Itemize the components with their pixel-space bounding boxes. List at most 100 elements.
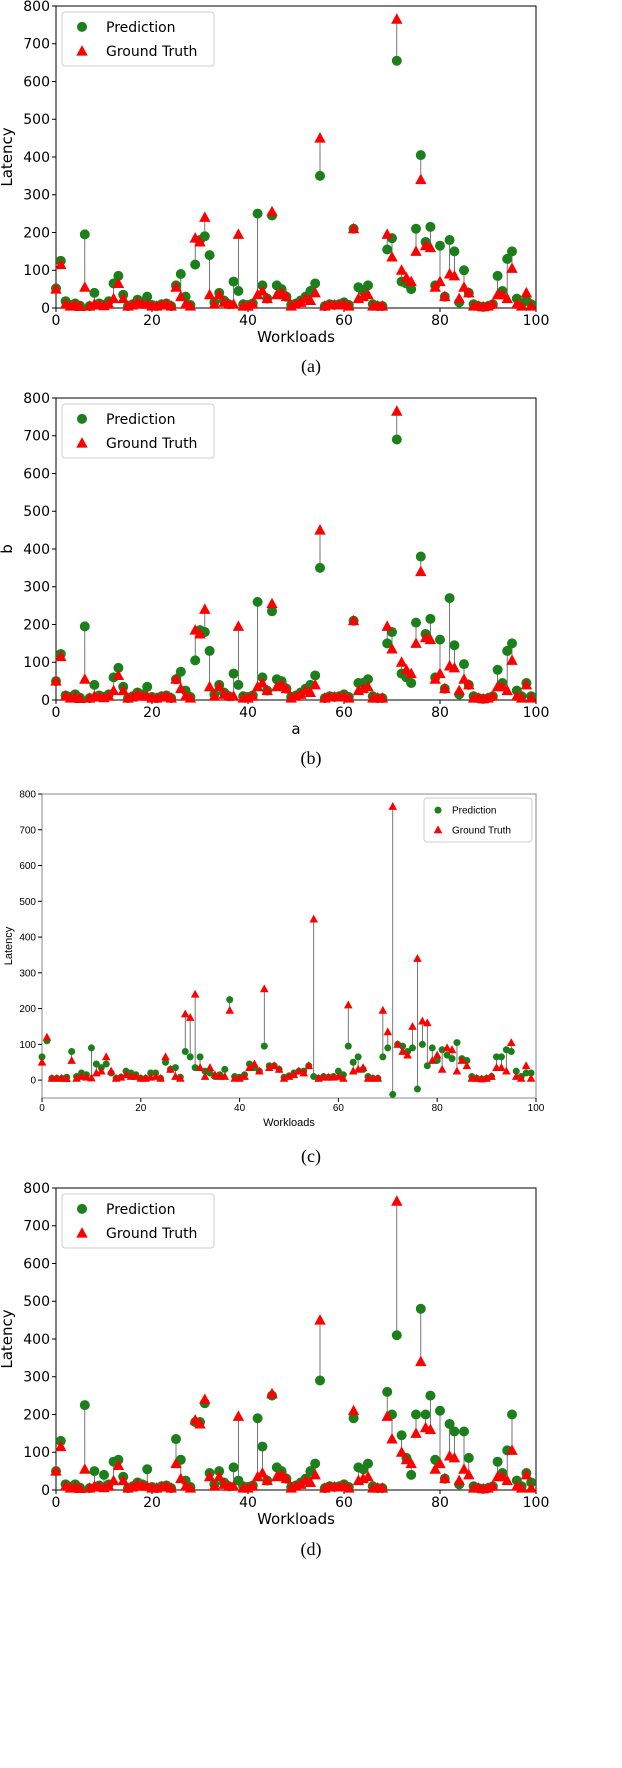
ground-truth-point xyxy=(520,678,533,690)
ground-truth-point xyxy=(501,292,513,304)
prediction-point xyxy=(449,246,460,257)
ground-truth-point xyxy=(127,298,139,310)
ground-truth-point xyxy=(376,300,389,311)
prediction-point xyxy=(492,1456,503,1467)
ground-truth-point xyxy=(289,1070,299,1079)
y-tick-label: 800 xyxy=(23,391,50,407)
prediction-point xyxy=(382,638,393,649)
legend-ground-truth-label: Ground Truth xyxy=(106,1226,197,1242)
x-tick-label: 20 xyxy=(135,1103,147,1114)
prediction-point xyxy=(411,1409,421,1420)
prediction-point xyxy=(79,621,90,632)
y-axis-label: Latency xyxy=(0,1309,16,1368)
prediction-point xyxy=(522,1069,530,1077)
ground-truth-point xyxy=(50,1465,62,1476)
ground-truth-point xyxy=(131,1072,141,1080)
ground-truth-point xyxy=(274,1064,284,1073)
ground-truth-point xyxy=(266,597,278,609)
ground-truth-point xyxy=(413,954,422,962)
ground-truth-point xyxy=(405,667,417,679)
legend: Prediction Ground Truth xyxy=(423,797,533,843)
ground-truth-point xyxy=(227,298,240,309)
legend-ground-truth-label: Ground Truth xyxy=(452,825,511,836)
ground-truth-point xyxy=(107,684,120,696)
ground-truth-point xyxy=(343,1482,355,1493)
ground-truth-point xyxy=(439,682,451,694)
legend-prediction-marker xyxy=(434,806,442,814)
prediction-point xyxy=(199,231,210,242)
ground-truth-point xyxy=(395,656,408,667)
ground-truth-point xyxy=(165,300,177,311)
ground-truth-point xyxy=(347,1404,360,1416)
ground-truth-point xyxy=(170,673,182,684)
ground-truth-point xyxy=(190,989,200,998)
series-prediction xyxy=(51,55,537,312)
ground-truth-point xyxy=(391,13,403,24)
prediction-point xyxy=(406,284,417,295)
prediction-point xyxy=(102,1060,110,1068)
chart-panel-a: 0 20 40 60 80 100 0 100 200 300 400 500 600 700 800 Wor… xyxy=(0,0,549,377)
legend-prediction-label: Prediction xyxy=(106,1202,176,1218)
prediction-point xyxy=(420,1409,431,1420)
ground-truth-point xyxy=(171,1072,180,1080)
ground-truth-point xyxy=(378,1005,388,1014)
y-tick-label: 500 xyxy=(23,504,50,520)
ground-truth-point xyxy=(106,1066,116,1075)
ground-truth-point xyxy=(232,620,245,631)
ground-truth-point xyxy=(309,678,321,690)
legend-box xyxy=(61,1193,215,1249)
ground-truth-point xyxy=(391,1195,403,1206)
ground-truth-point xyxy=(117,1474,129,1486)
ground-truth-point xyxy=(362,288,374,300)
ground-truth-point xyxy=(50,283,62,294)
y-tick-label: 100 xyxy=(23,1445,50,1461)
ground-truth-point xyxy=(116,1072,126,1081)
ground-truth-point xyxy=(462,1061,472,1070)
ground-truth-point xyxy=(112,277,125,288)
y-tick-label: 300 xyxy=(23,188,50,204)
ground-truth-point xyxy=(304,294,317,305)
y-tick-label: 800 xyxy=(19,790,36,801)
prediction-point xyxy=(171,1434,181,1445)
legend-prediction-marker xyxy=(77,1203,87,1214)
ground-truth-point xyxy=(391,405,403,416)
y-tick-label: 500 xyxy=(23,1294,50,1310)
error-stems xyxy=(41,806,532,1095)
ground-truth-point xyxy=(497,1063,506,1071)
ground-truth-point xyxy=(506,654,518,665)
x-axis-label: Workloads xyxy=(263,1117,315,1129)
y-tick-label: 600 xyxy=(19,861,36,872)
y-tick-label: 700 xyxy=(19,825,36,836)
ground-truth-point xyxy=(220,1072,230,1080)
ground-truth-point xyxy=(515,300,528,311)
ground-truth-point xyxy=(381,1410,393,1421)
ground-truth-point xyxy=(165,1482,177,1493)
x-tick-label: 40 xyxy=(234,1103,246,1114)
ground-truth-point xyxy=(74,300,86,311)
ground-truth-point xyxy=(418,1016,427,1025)
ground-truth-point xyxy=(199,1393,211,1404)
series-prediction xyxy=(51,434,537,704)
prediction-point xyxy=(363,674,373,685)
ground-truth-point xyxy=(225,1005,234,1014)
ground-truth-point xyxy=(74,1482,86,1493)
ground-truth-point xyxy=(347,614,360,626)
prediction-point xyxy=(79,229,90,240)
prediction-point xyxy=(113,270,124,281)
ground-truth-point xyxy=(381,620,393,631)
ground-truth-point xyxy=(525,300,537,311)
prediction-point xyxy=(190,655,201,666)
ground-truth-point xyxy=(184,300,197,311)
ground-truth-point xyxy=(247,1480,259,1491)
ground-truth-point xyxy=(213,288,225,300)
ground-truth-point xyxy=(448,269,461,281)
ground-truth-point xyxy=(266,1387,278,1399)
ground-truth-point xyxy=(304,686,317,697)
y-tick-label: 400 xyxy=(23,150,50,166)
ground-truth-point xyxy=(434,667,446,679)
ground-truth-point xyxy=(210,1070,220,1079)
ground-truth-point xyxy=(266,205,278,217)
prediction-point xyxy=(415,551,426,562)
ground-truth-point xyxy=(245,1063,254,1071)
ground-truth-point xyxy=(103,298,115,309)
